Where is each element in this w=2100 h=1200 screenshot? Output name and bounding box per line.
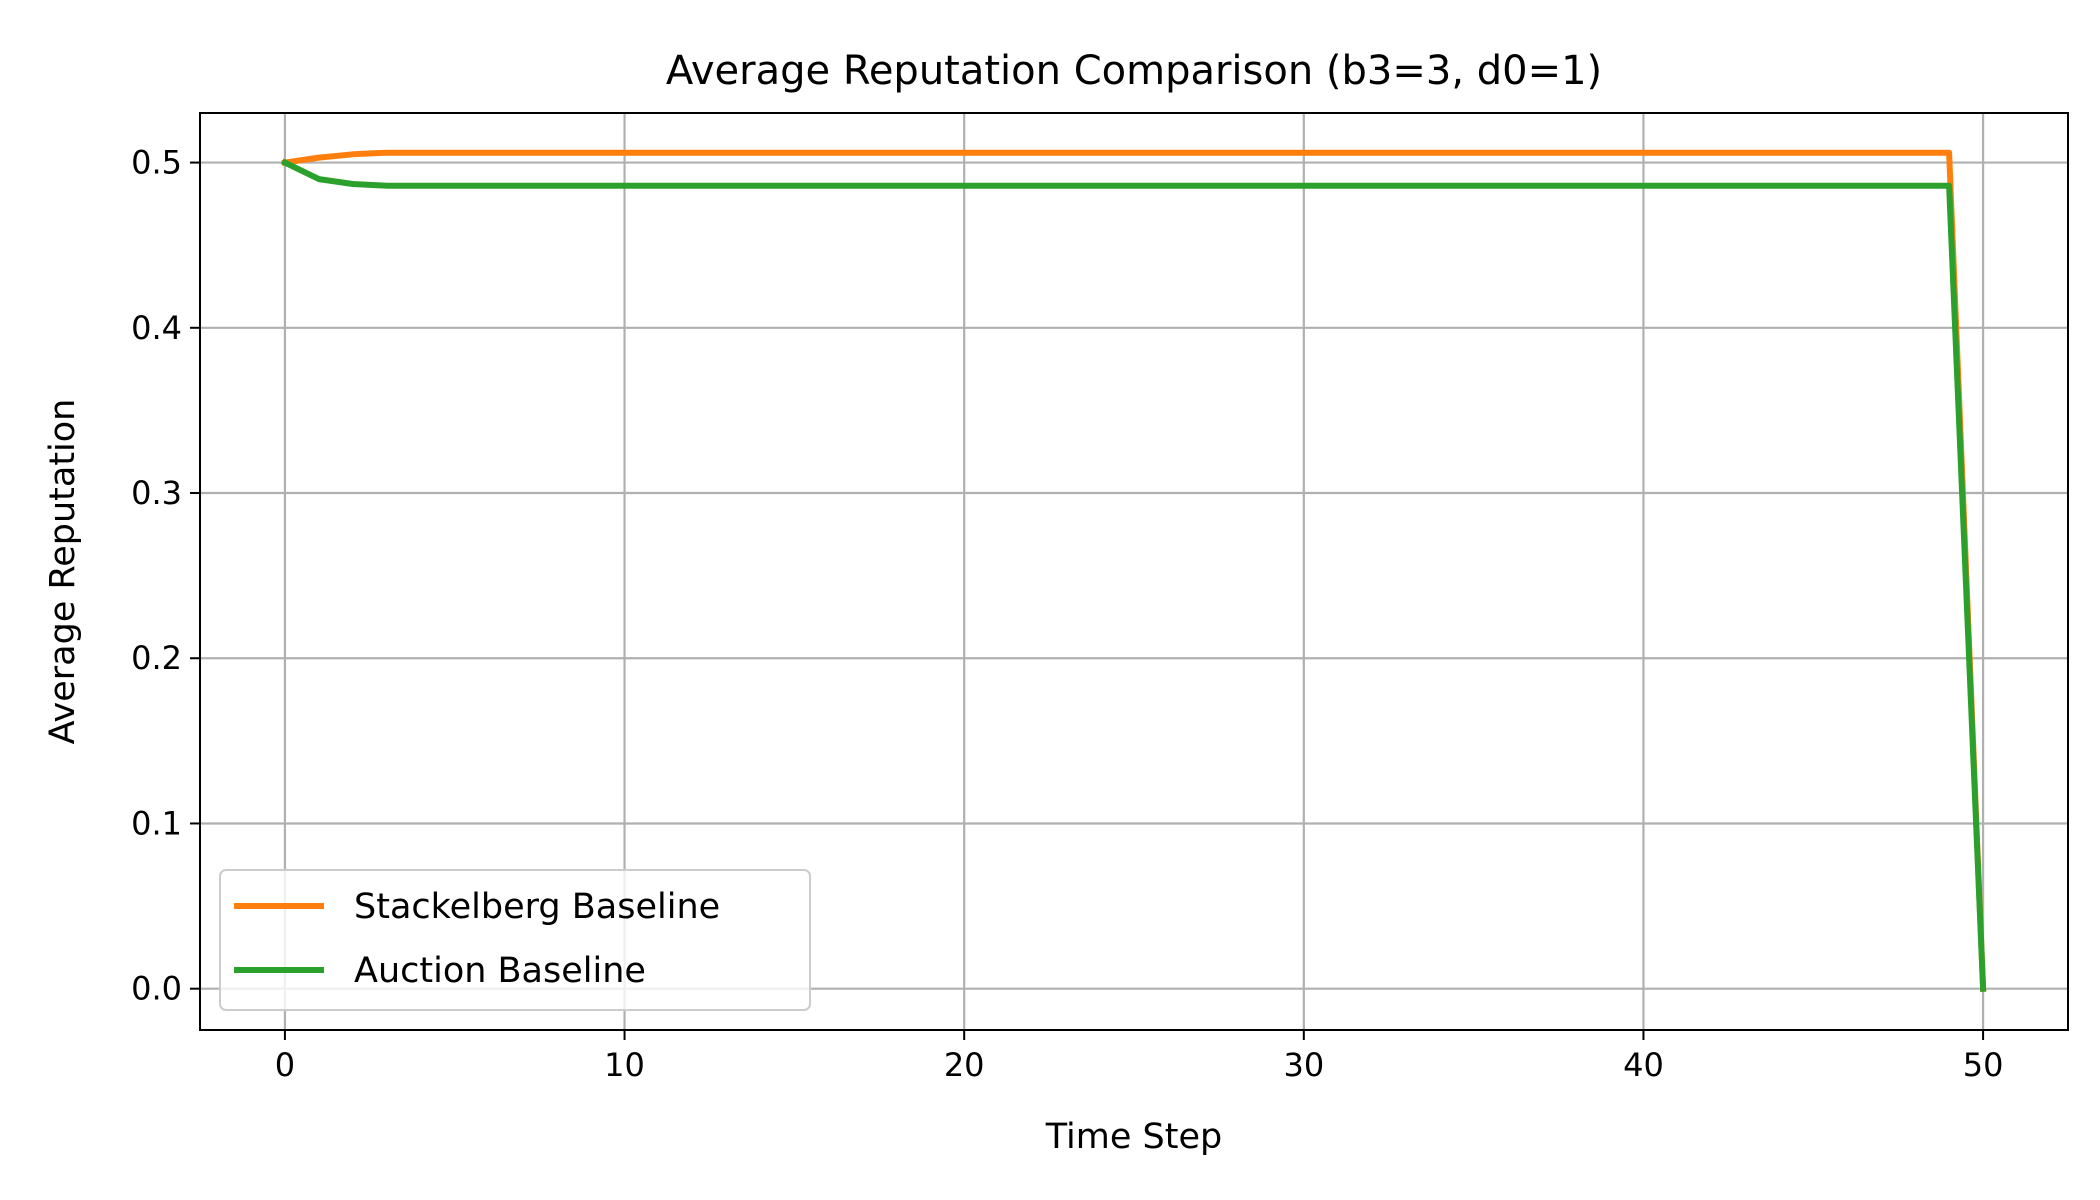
plot-frame	[199, 112, 2069, 1031]
x-tick-label: 20	[944, 1046, 985, 1084]
y-tick-label: 0.5	[131, 144, 182, 182]
legend: Stackelberg Baseline Auction Baseline	[219, 869, 811, 1011]
x-tick-label: 30	[1283, 1046, 1324, 1084]
legend-box	[219, 869, 811, 1011]
x-tick-label: 10	[604, 1046, 645, 1084]
ticks: 0 10 20 30 40 50 0.0 0.1 0.2 0.3 0.4 0.5	[131, 144, 2003, 1084]
y-tick-label: 0.0	[131, 970, 182, 1008]
series-layer	[280, 149, 1987, 992]
chart-title: Average Reputation Comparison (b3=3, d0=…	[666, 48, 1602, 94]
y-tick-label: 0.2	[131, 639, 182, 677]
y-axis-label: Average Reputation	[43, 399, 83, 745]
x-axis-label: Time Step	[1045, 1117, 1222, 1157]
grid	[200, 113, 2068, 1030]
series-line-1	[280, 158, 1987, 992]
legend-label: Stackelberg Baseline	[354, 887, 720, 927]
x-tick-label: 0	[275, 1046, 295, 1084]
x-tick-label: 50	[1963, 1046, 2004, 1084]
legend-label: Auction Baseline	[354, 951, 646, 991]
y-tick-label: 0.3	[131, 474, 182, 512]
y-tick-label: 0.4	[131, 309, 182, 347]
series-line-0	[281, 149, 1987, 992]
x-tick-label: 40	[1623, 1046, 1664, 1084]
y-tick-label: 0.1	[131, 804, 182, 842]
